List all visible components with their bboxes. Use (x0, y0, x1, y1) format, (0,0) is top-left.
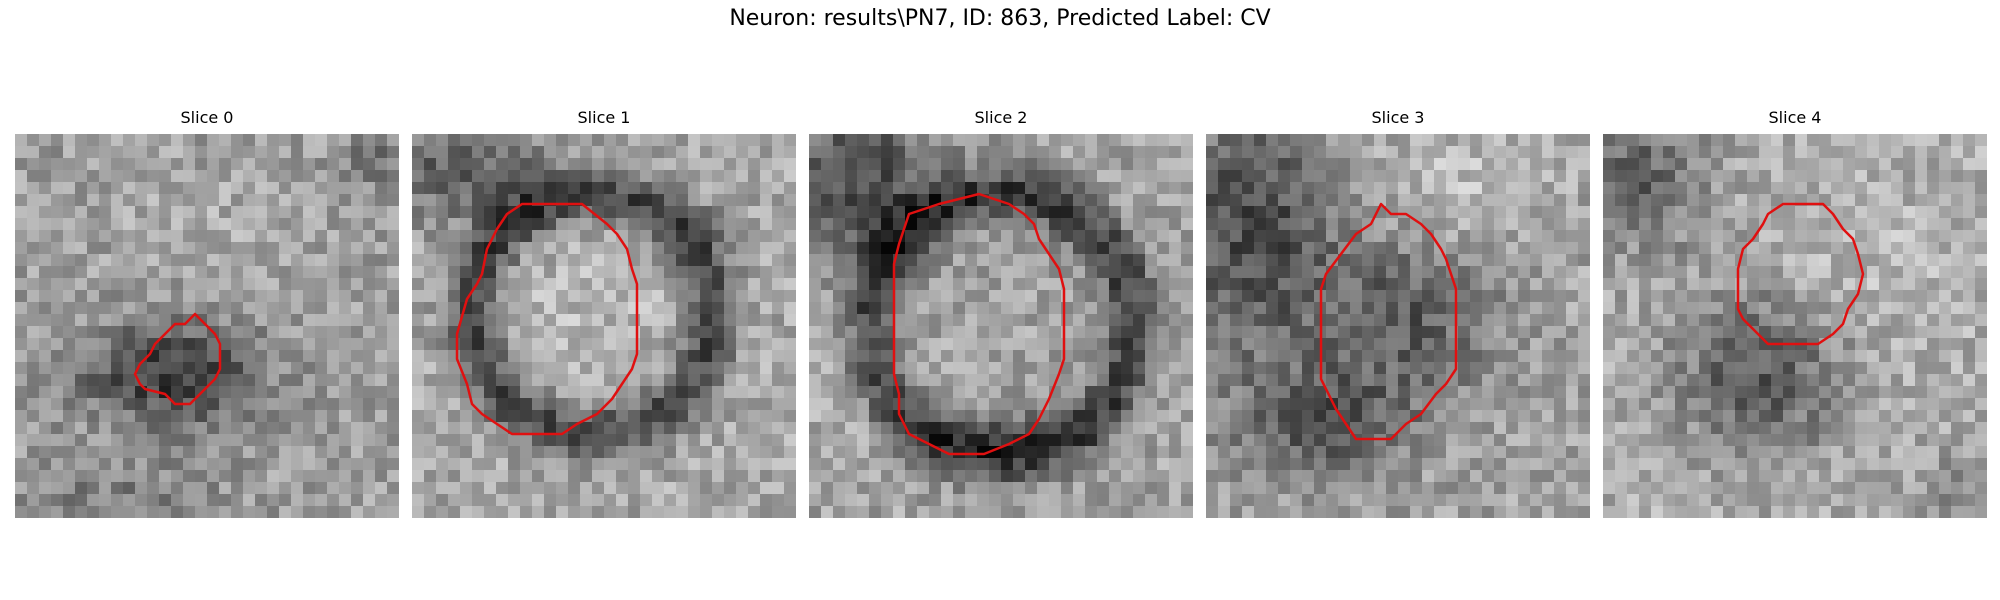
slice-image-3 (1206, 134, 1590, 518)
pixel-grid (1206, 134, 1590, 518)
slice-title-1: Slice 1 (577, 108, 631, 127)
pixel-grid (1603, 134, 1987, 518)
slice-title-4: Slice 4 (1768, 108, 1822, 127)
figure-title: Neuron: results\PN7, ID: 863, Predicted … (729, 6, 1271, 31)
cell-contour-3 (1319, 202, 1458, 441)
pixel-grid (15, 134, 399, 518)
slice-image-2 (809, 134, 1193, 518)
slice-title-0: Slice 0 (180, 108, 234, 127)
cell-contour-4 (1736, 202, 1865, 346)
slice-title-2: Slice 2 (974, 108, 1028, 127)
slice-image-4 (1603, 134, 1987, 518)
pixel-grid (809, 134, 1193, 518)
slice-image-0 (15, 134, 399, 518)
cell-contour-0 (133, 312, 222, 406)
cell-contour-2 (892, 192, 1066, 456)
cell-contour-1 (455, 202, 639, 436)
slice-title-3: Slice 3 (1371, 108, 1425, 127)
pixel-grid (412, 134, 796, 518)
slice-image-1 (412, 134, 796, 518)
